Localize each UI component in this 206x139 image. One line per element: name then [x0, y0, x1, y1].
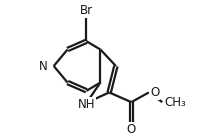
Text: CH₃: CH₃ — [164, 96, 186, 109]
Text: O: O — [127, 123, 136, 136]
Text: NH: NH — [78, 98, 95, 111]
Text: Br: Br — [80, 4, 93, 17]
Text: N: N — [39, 59, 48, 73]
Text: O: O — [150, 86, 159, 99]
